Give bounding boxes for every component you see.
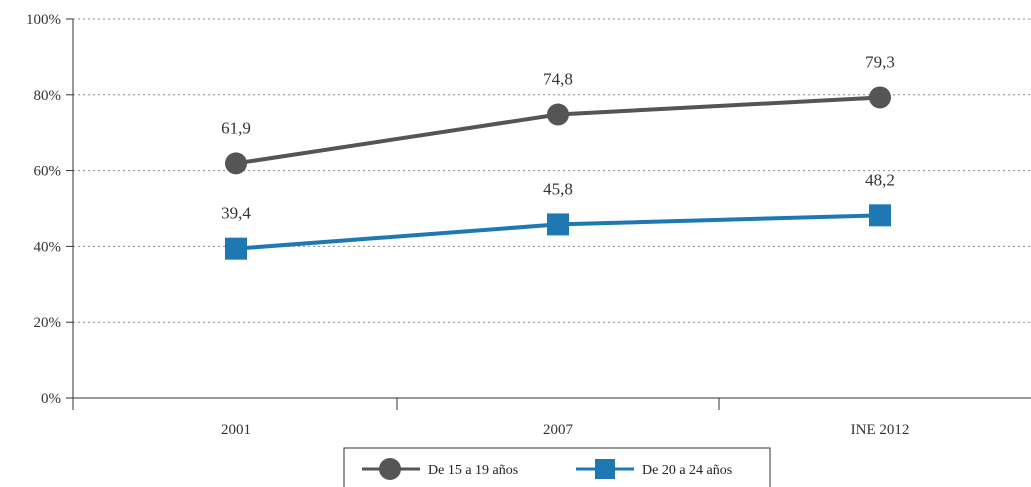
data-label: 39,4	[221, 204, 251, 223]
data-label: 48,2	[865, 170, 895, 189]
x-tick-label: 2007	[543, 422, 574, 438]
data-label: 61,9	[221, 118, 251, 137]
axes	[72, 19, 1031, 410]
data-label: 74,8	[543, 70, 573, 89]
x-axis-ticks: 2001 2007 INE 2012	[221, 422, 909, 438]
y-tick-label: 0%	[41, 391, 61, 407]
legend-label-2: De 20 a 24 años	[642, 463, 732, 478]
series-group: 61,9 74,8 79,3 39,4 45,8 48,2	[221, 52, 895, 260]
x-tick-label: 2001	[221, 422, 251, 438]
y-tick-label: 20%	[34, 315, 62, 331]
y-axis-ticks: 0% 20% 40% 60% 80% 100%	[26, 12, 73, 407]
data-point	[225, 152, 247, 175]
legend-marker-1	[379, 458, 401, 480]
y-tick-label: 100%	[26, 12, 61, 28]
data-point	[869, 86, 891, 109]
data-point	[547, 103, 569, 126]
y-tick-label: 80%	[34, 88, 62, 104]
legend-label-1: De 15 a 19 años	[428, 463, 518, 478]
y-tick-label: 40%	[34, 239, 62, 255]
data-point	[869, 204, 891, 227]
data-point	[225, 237, 247, 260]
y-tick-label: 60%	[34, 164, 62, 180]
legend-marker-2	[595, 459, 615, 479]
data-point	[547, 213, 569, 236]
legend: De 15 a 19 años De 20 a 24 años	[343, 447, 771, 487]
data-label: 79,3	[865, 52, 895, 71]
data-label: 45,8	[543, 179, 573, 198]
x-tick-label: INE 2012	[851, 422, 910, 438]
